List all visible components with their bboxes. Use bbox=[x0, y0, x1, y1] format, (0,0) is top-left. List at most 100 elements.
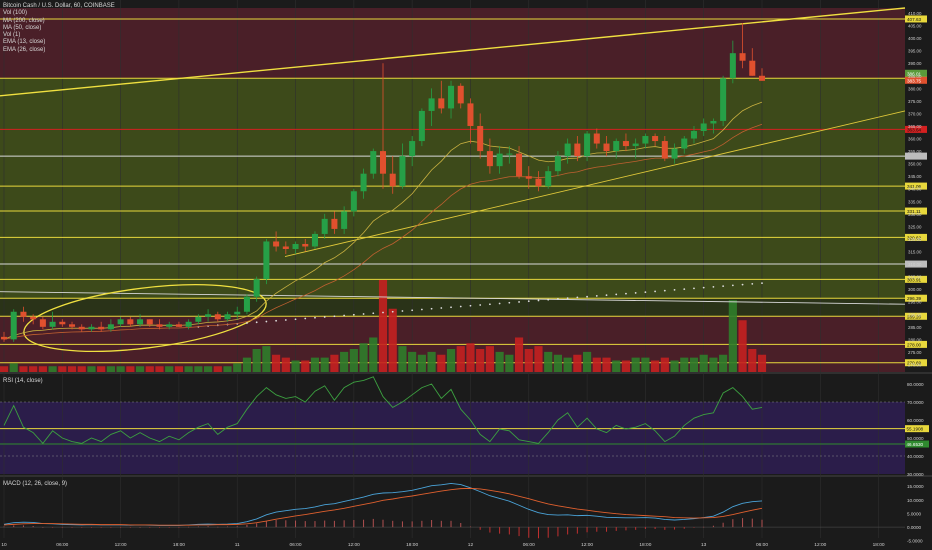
candle-body bbox=[98, 326, 105, 330]
rsi-line bbox=[3, 376, 763, 445]
candle-body bbox=[49, 321, 56, 327]
volume-bar bbox=[505, 354, 514, 372]
ma-50-dot bbox=[663, 289, 666, 292]
volume-bar bbox=[689, 357, 699, 372]
level-label-box bbox=[905, 340, 927, 348]
candle-body bbox=[59, 321, 66, 325]
ma-50-dot bbox=[314, 316, 316, 319]
volume-bar bbox=[369, 337, 378, 372]
candle-body bbox=[389, 173, 396, 187]
candle-body bbox=[156, 324, 163, 327]
macd-histogram-bar bbox=[722, 522, 724, 528]
volume-bar bbox=[126, 366, 135, 372]
volume-bar bbox=[29, 366, 38, 372]
price-tick-label: 375.00 bbox=[908, 99, 922, 104]
macd-histogram-bar bbox=[295, 520, 297, 528]
price-tick-label: 370.00 bbox=[908, 111, 922, 116]
rsi-tick-label: 70.0000 bbox=[907, 400, 924, 405]
macd-histogram-bar bbox=[664, 527, 666, 530]
macd-histogram-bar bbox=[508, 527, 510, 535]
volume-bar bbox=[495, 351, 504, 372]
volume-bar bbox=[660, 357, 669, 372]
candle-body bbox=[370, 151, 377, 174]
volume-bar bbox=[398, 346, 407, 372]
rsi-title[interactable]: RSI (14, close) bbox=[3, 378, 43, 384]
rsi-tick-label: 40.0000 bbox=[907, 454, 924, 459]
ma-50-dot bbox=[712, 285, 715, 288]
level-label: 331.11 bbox=[907, 209, 921, 214]
macd-histogram-bar bbox=[372, 518, 374, 528]
macd-histogram-bar bbox=[382, 519, 384, 528]
volume-bar bbox=[242, 357, 252, 372]
candle-body bbox=[710, 120, 717, 124]
macd-histogram-bar bbox=[81, 527, 83, 528]
price-tick-label: 270.00 bbox=[908, 362, 922, 367]
ma-50-dot bbox=[284, 319, 287, 321]
volume-bar bbox=[699, 354, 708, 372]
indicator-ema-13[interactable]: EMA (13, close) bbox=[3, 39, 46, 46]
macd-histogram-bar bbox=[61, 527, 63, 528]
time-tick-label: 18:00 bbox=[639, 542, 651, 548]
indicator-vol-100[interactable]: Vol (100) bbox=[3, 10, 28, 17]
indicator-ema-26[interactable]: EMA (26, close) bbox=[3, 46, 46, 53]
candle-body bbox=[302, 243, 309, 247]
macd-histogram-bar bbox=[71, 527, 73, 528]
macd-histogram-bar bbox=[431, 520, 433, 528]
level-label: 363.64 bbox=[907, 127, 921, 132]
candle-body bbox=[350, 191, 357, 212]
volume-bar bbox=[194, 366, 203, 372]
rsi-value-box bbox=[905, 425, 929, 433]
ma-50-dot bbox=[741, 283, 744, 286]
ma-50-dot bbox=[498, 302, 501, 305]
support-zone-lower bbox=[0, 298, 905, 317]
macd-histogram-bar bbox=[22, 525, 24, 528]
ma-50-dot bbox=[693, 287, 695, 290]
ma-50-dot bbox=[518, 301, 520, 303]
ma-50-dot bbox=[625, 292, 627, 295]
macd-histogram-bar bbox=[42, 527, 44, 528]
volume-bar bbox=[67, 366, 77, 372]
ma-50-dot bbox=[343, 314, 346, 317]
level-label: 289.20 bbox=[907, 314, 921, 319]
level-label-box bbox=[905, 182, 927, 190]
ma-50-dot bbox=[654, 290, 657, 293]
macd-histogram-bar bbox=[557, 527, 559, 537]
indicator-ma-50[interactable]: MA (50, close) bbox=[3, 24, 42, 31]
candle-body bbox=[224, 314, 231, 320]
ma-50-dot bbox=[450, 306, 452, 309]
rsi-value-box bbox=[905, 440, 929, 448]
macd-histogram-bar bbox=[450, 520, 452, 528]
indicator-ma-200[interactable]: MA (200, close) bbox=[3, 17, 45, 24]
candle-body bbox=[622, 141, 629, 147]
ma-50-dot bbox=[382, 311, 384, 314]
macd-histogram-bar bbox=[732, 519, 734, 528]
indicator-vol-1[interactable]: Vol (1) bbox=[3, 32, 21, 39]
volume-bar bbox=[553, 354, 563, 372]
level-label: 270.69 bbox=[907, 361, 921, 366]
macd-histogram-bar bbox=[304, 521, 306, 528]
macd-histogram-bar bbox=[52, 527, 54, 528]
candle-body bbox=[564, 143, 571, 157]
ma-50-dot bbox=[586, 295, 588, 298]
volume-bar bbox=[340, 351, 349, 372]
candle-body bbox=[292, 243, 299, 249]
macd-title[interactable]: MACD (12, 26, close, 9) bbox=[3, 481, 68, 487]
price-tick-label: 275.00 bbox=[908, 350, 922, 355]
volume-bar bbox=[281, 357, 290, 372]
volume-bar bbox=[748, 349, 757, 372]
candle-body bbox=[739, 53, 746, 61]
macd-histogram-bar bbox=[333, 520, 335, 528]
macd-histogram-bar bbox=[625, 527, 627, 531]
macd-histogram-bar bbox=[401, 521, 403, 528]
price-tick-label: 365.00 bbox=[908, 124, 922, 129]
candle-body bbox=[185, 321, 192, 327]
volume-bar bbox=[272, 354, 281, 372]
price-tick-label: 340.00 bbox=[908, 187, 922, 192]
rsi-tick-label: 30.0000 bbox=[907, 472, 924, 477]
price-tick-label: 330.00 bbox=[908, 212, 922, 217]
volume-bar bbox=[174, 366, 184, 372]
volume-bar bbox=[641, 357, 650, 372]
ma-50-dot bbox=[323, 316, 326, 318]
symbol-title: Bitcoin Cash / U.S. Dollar, 60, COINBASE bbox=[3, 3, 115, 9]
